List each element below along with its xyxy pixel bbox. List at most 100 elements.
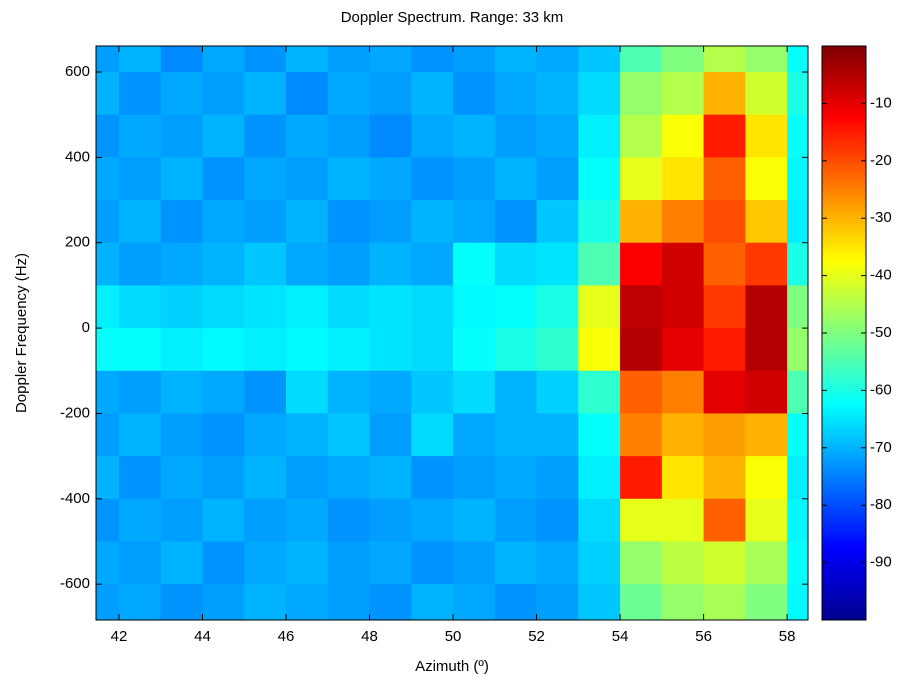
heatmap-cell — [578, 413, 621, 457]
heatmap-cell — [703, 584, 746, 620]
heatmap-cell — [327, 72, 371, 116]
heatmap-cell — [703, 370, 746, 414]
heatmap-cell — [96, 328, 120, 372]
heatmap-cell — [661, 157, 705, 201]
heatmap-cell — [745, 285, 788, 329]
heatmap-cell — [286, 242, 329, 286]
heatmap-cell — [745, 200, 788, 244]
heatmap-cell — [494, 370, 538, 414]
heatmap-cell — [661, 242, 705, 286]
heatmap-cell — [703, 72, 746, 116]
heatmap-cell — [661, 46, 705, 73]
heatmap-cell — [369, 413, 412, 457]
heatmap-cell — [703, 157, 746, 201]
heatmap-cell — [620, 328, 663, 372]
heatmap-cell — [578, 72, 621, 116]
heatmap-cell — [661, 541, 705, 585]
heatmap-cell — [745, 498, 788, 542]
heatmap-cell — [327, 200, 371, 244]
heatmap-cell — [661, 328, 705, 372]
heatmap-cell — [160, 370, 203, 414]
heatmap-cell — [202, 242, 245, 286]
heatmap-cell — [96, 242, 120, 286]
heatmap-cell — [620, 285, 663, 329]
heatmap-cell — [118, 242, 162, 286]
heatmap-cell — [578, 328, 621, 372]
heatmap-cell — [453, 157, 496, 201]
colorbar-tick-label: -90 — [870, 554, 892, 571]
heatmap-cell — [620, 72, 663, 116]
heatmap-cell — [745, 456, 788, 500]
heatmap-cell — [703, 200, 746, 244]
heatmap-cell — [160, 285, 203, 329]
heatmap-cell — [327, 541, 371, 585]
heatmap-cell — [118, 328, 162, 372]
heatmap-cell — [787, 541, 808, 585]
heatmap-cell — [369, 498, 412, 542]
heatmap-cell — [620, 157, 663, 201]
heatmap-cell — [411, 498, 454, 542]
heatmap-cell — [787, 456, 808, 500]
heatmap-cell — [96, 200, 120, 244]
chart-title: Doppler Spectrum. Range: 33 km — [341, 9, 564, 26]
heatmap-cell — [286, 200, 329, 244]
heatmap-cell — [286, 584, 329, 620]
heatmap-cell — [578, 242, 621, 286]
heatmap-cell — [661, 114, 705, 158]
heatmap-cell — [96, 498, 120, 542]
heatmap-cell — [453, 370, 496, 414]
heatmap-cell — [703, 114, 746, 158]
heatmap-cell — [118, 46, 162, 73]
heatmap-cell — [787, 413, 808, 457]
heatmap-cell — [369, 72, 412, 116]
heatmap-cell — [703, 285, 746, 329]
heatmap-cell — [369, 584, 412, 620]
heatmap-cell — [244, 46, 287, 73]
heatmap-cell — [661, 456, 705, 500]
heatmap-cell — [620, 370, 663, 414]
x-axis-label: Azimuth (º) — [415, 658, 489, 675]
heatmap-cell — [160, 498, 203, 542]
x-tick-label: 54 — [612, 628, 629, 645]
y-tick-label: -600 — [60, 575, 90, 592]
heatmap-cell — [96, 541, 120, 585]
heatmap-cell — [453, 242, 496, 286]
heatmap-cell — [96, 370, 120, 414]
x-tick-label: 44 — [194, 628, 211, 645]
heatmap-cell — [202, 285, 245, 329]
heatmap-cell — [703, 498, 746, 542]
heatmap-cell — [787, 114, 808, 158]
heatmap-cell — [536, 200, 579, 244]
heatmap-cell — [536, 242, 579, 286]
heatmap-cell — [160, 456, 203, 500]
y-tick-label: -200 — [60, 404, 90, 421]
x-tick-label: 42 — [111, 628, 128, 645]
heatmap-cell — [578, 584, 621, 620]
heatmap-cell — [453, 413, 496, 457]
heatmap-cell — [578, 46, 621, 73]
heatmap-cell — [244, 456, 287, 500]
heatmap-cell — [620, 456, 663, 500]
heatmap-cell — [369, 541, 412, 585]
heatmap-cell — [494, 584, 538, 620]
heatmap-cell — [286, 541, 329, 585]
heatmap-cell — [494, 498, 538, 542]
heatmap-cell — [411, 456, 454, 500]
heatmap-cell — [411, 200, 454, 244]
heatmap-cell — [536, 72, 579, 116]
colorbar-tick-label: -30 — [870, 209, 892, 226]
y-tick-label: -400 — [60, 490, 90, 507]
heatmap-cell — [286, 413, 329, 457]
heatmap-cell — [661, 413, 705, 457]
heatmap-cell — [787, 200, 808, 244]
heatmap-cell — [327, 370, 371, 414]
heatmap-cell — [745, 242, 788, 286]
heatmap-cell — [327, 157, 371, 201]
heatmap-cell — [536, 157, 579, 201]
heatmap-cell — [703, 328, 746, 372]
heatmap-cell — [202, 584, 245, 620]
heatmap-cell — [327, 456, 371, 500]
heatmap-cell — [160, 541, 203, 585]
colorbar — [821, 45, 867, 621]
heatmap-cell — [620, 541, 663, 585]
